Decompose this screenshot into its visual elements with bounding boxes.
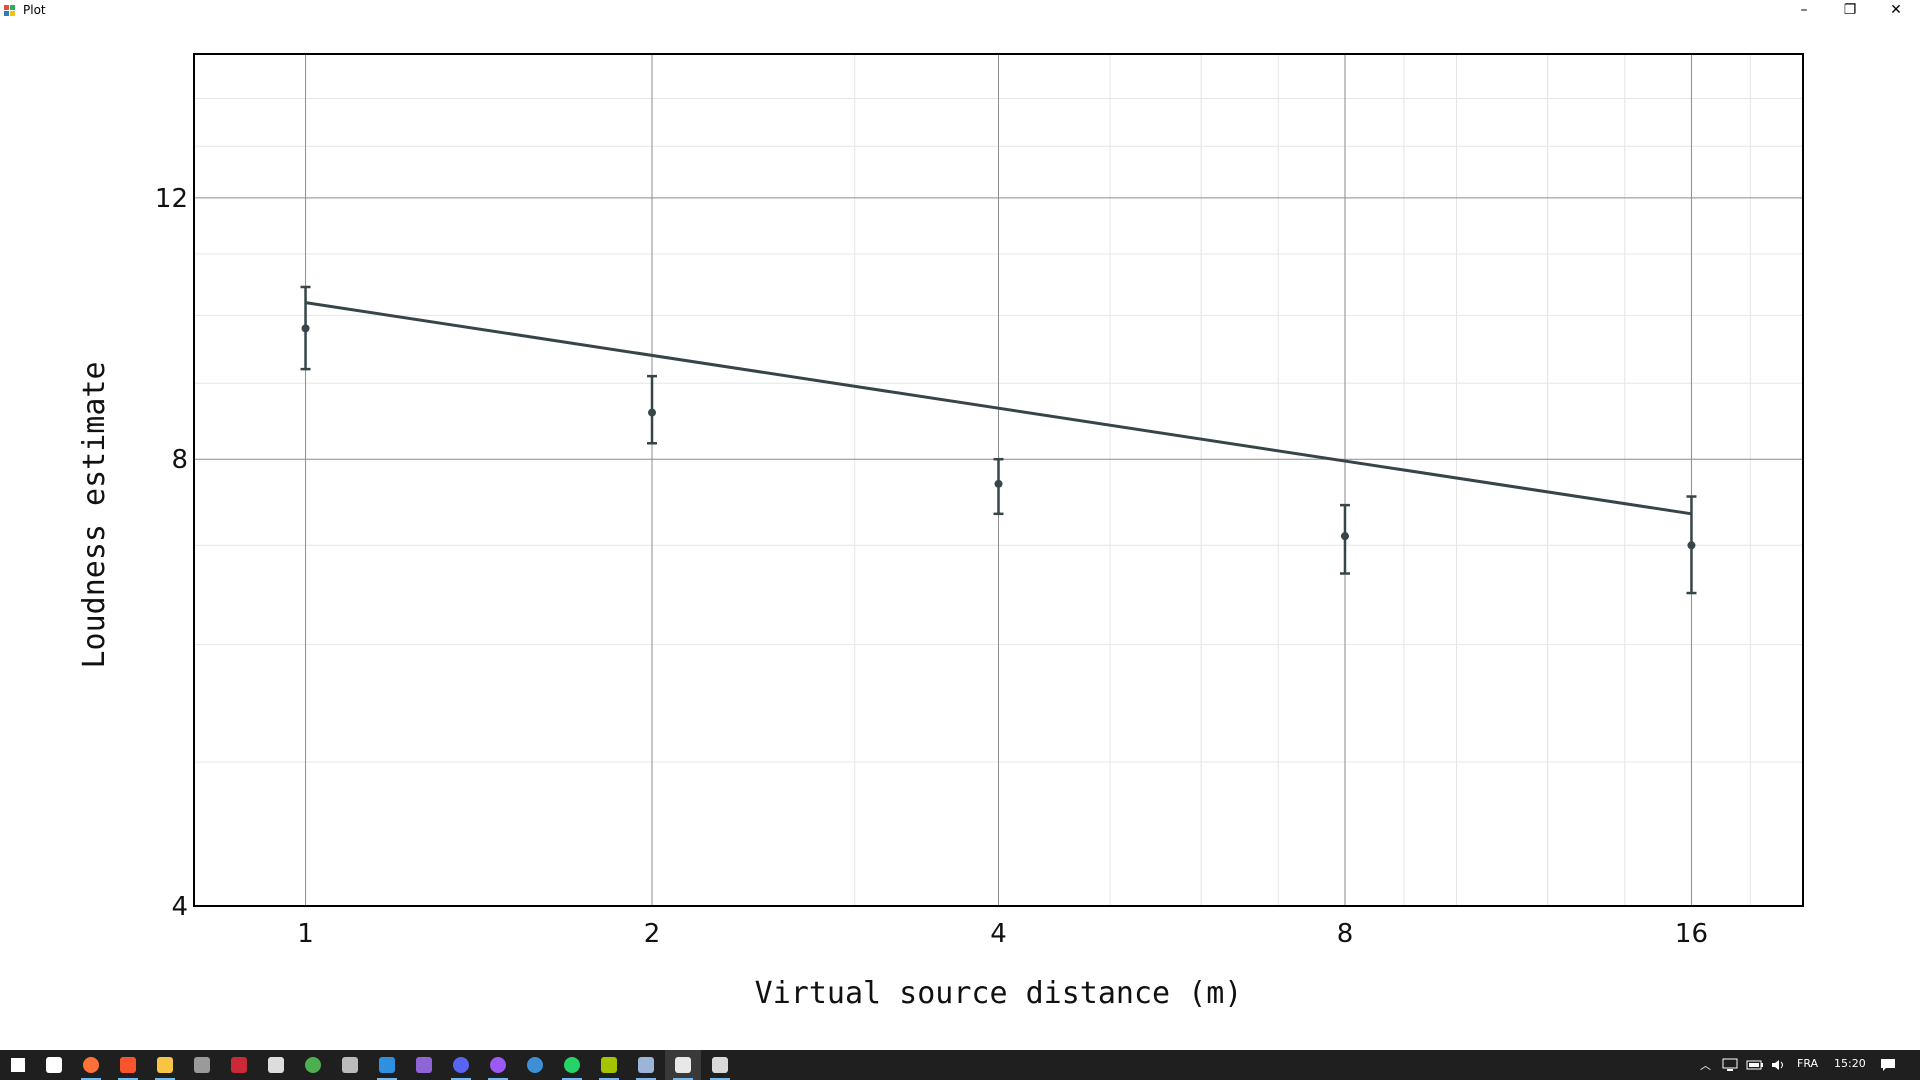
- minimize-button[interactable]: –: [1800, 2, 1808, 18]
- brave-glyph: [120, 1057, 136, 1073]
- taskbar-vscode-icon[interactable]: [369, 1050, 405, 1080]
- errorbar-point: [300, 285, 311, 371]
- language-indicator[interactable]: FRA: [1797, 1057, 1819, 1070]
- battery-icon[interactable]: [1746, 1059, 1764, 1071]
- chrome-glyph: [305, 1057, 321, 1073]
- github-desktop-glyph: [490, 1057, 506, 1073]
- fit-line-layer: [305, 301, 1692, 516]
- x-tick-label: 1: [297, 919, 314, 949]
- taskbar-discord-icon[interactable]: [443, 1050, 479, 1080]
- start-glyph: [11, 1058, 25, 1072]
- running-indicator: [451, 1078, 471, 1080]
- data-point: [648, 408, 657, 417]
- taskbar-start-icon[interactable]: [0, 1050, 36, 1080]
- taskbar-cube-app-icon[interactable]: [258, 1050, 294, 1080]
- maximize-button[interactable]: ❐: [1843, 2, 1857, 18]
- taskbar-chrome-icon[interactable]: [295, 1050, 331, 1080]
- errorbar-point: [647, 374, 658, 445]
- volume-icon[interactable]: [1770, 1058, 1786, 1072]
- taskbar-calculator-icon[interactable]: [628, 1050, 664, 1080]
- taskbar-firefox-icon[interactable]: [73, 1050, 109, 1080]
- taskbar-paint-icon[interactable]: [702, 1050, 738, 1080]
- calculator-glyph: [638, 1057, 654, 1073]
- x-tick-labels: 1 2 4 8 16: [297, 919, 1708, 949]
- data-point: [1340, 532, 1349, 541]
- discord-glyph: [453, 1057, 469, 1073]
- errorbar-point: [1686, 495, 1697, 595]
- x-tick-label: 8: [1337, 919, 1354, 949]
- network-icon[interactable]: [1722, 1058, 1738, 1072]
- running-indicator: [155, 1078, 175, 1080]
- taskbar-file-explorer-icon[interactable]: [147, 1050, 183, 1080]
- y-tick-label: 12: [155, 184, 188, 214]
- notepad-plus-glyph: [601, 1057, 617, 1073]
- app-icon: [4, 5, 15, 16]
- x-tick-label: 16: [1675, 919, 1708, 949]
- running-indicator: [710, 1078, 730, 1080]
- x-tick-label: 2: [644, 919, 661, 949]
- whatsapp-glyph: [564, 1057, 580, 1073]
- notifications-icon[interactable]: [1880, 1058, 1896, 1072]
- vscode-glyph: [379, 1057, 395, 1073]
- taskbar-app-r-icon[interactable]: [517, 1050, 553, 1080]
- plot-window-glyph: [675, 1057, 691, 1073]
- clock[interactable]: 15:20: [1834, 1057, 1866, 1070]
- firefox-glyph: [83, 1057, 99, 1073]
- y-tick-labels: 4 8 12: [155, 184, 188, 922]
- y-axis-label: Loudness estimate: [77, 361, 112, 668]
- running-indicator: [118, 1078, 138, 1080]
- file-explorer-glyph: [157, 1057, 173, 1073]
- y-tick-label: 8: [171, 445, 188, 475]
- taskbar-notepad-plus-icon[interactable]: [591, 1050, 627, 1080]
- taskbar-inkscape-icon[interactable]: [332, 1050, 368, 1080]
- data-point: [301, 324, 310, 333]
- errorbar-series: [300, 285, 1697, 595]
- running-indicator: [636, 1078, 656, 1080]
- data-point: [994, 479, 1003, 488]
- running-indicator: [562, 1078, 582, 1080]
- taskbar-task-view-icon[interactable]: [36, 1050, 72, 1080]
- running-indicator: [673, 1078, 693, 1080]
- running-indicator: [377, 1078, 397, 1080]
- taskbar-app-8-icon[interactable]: [184, 1050, 220, 1080]
- running-indicator: [599, 1078, 619, 1080]
- window-titlebar: Plot – ❐ ✕: [0, 0, 1920, 22]
- window-title: Plot: [23, 3, 46, 17]
- app-8-glyph: [194, 1057, 210, 1073]
- task-view-glyph: [46, 1057, 62, 1073]
- taskbar-visual-studio-icon[interactable]: [406, 1050, 442, 1080]
- taskbar: ︿ FRA 15:20: [0, 1050, 1920, 1080]
- taskbar-whatsapp-icon[interactable]: [554, 1050, 590, 1080]
- tray-chevron-icon[interactable]: ︿: [1700, 1059, 1711, 1072]
- cube-app-glyph: [268, 1057, 284, 1073]
- y-tick-label: 4: [171, 892, 188, 922]
- running-indicator: [488, 1078, 508, 1080]
- paint-glyph: [712, 1057, 728, 1073]
- data-point: [1687, 541, 1696, 550]
- plot-frame: [193, 53, 1804, 907]
- x-tick-label: 4: [990, 919, 1007, 949]
- taskbar-plot-window-icon[interactable]: [665, 1050, 701, 1080]
- taskbar-zotero-icon[interactable]: [221, 1050, 257, 1080]
- inkscape-glyph: [342, 1057, 358, 1073]
- app-r-glyph: [527, 1057, 543, 1073]
- fit-line: [305, 301, 1692, 516]
- close-button[interactable]: ✕: [1890, 2, 1902, 18]
- errorbar-point: [993, 457, 1004, 516]
- running-indicator: [81, 1078, 101, 1080]
- taskbar-brave-icon[interactable]: [110, 1050, 146, 1080]
- taskbar-github-desktop-icon[interactable]: [480, 1050, 516, 1080]
- visual-studio-glyph: [416, 1057, 432, 1073]
- errorbar-point: [1339, 503, 1350, 575]
- x-axis-label: Virtual source distance (m): [755, 976, 1243, 1011]
- zotero-glyph: [231, 1057, 247, 1073]
